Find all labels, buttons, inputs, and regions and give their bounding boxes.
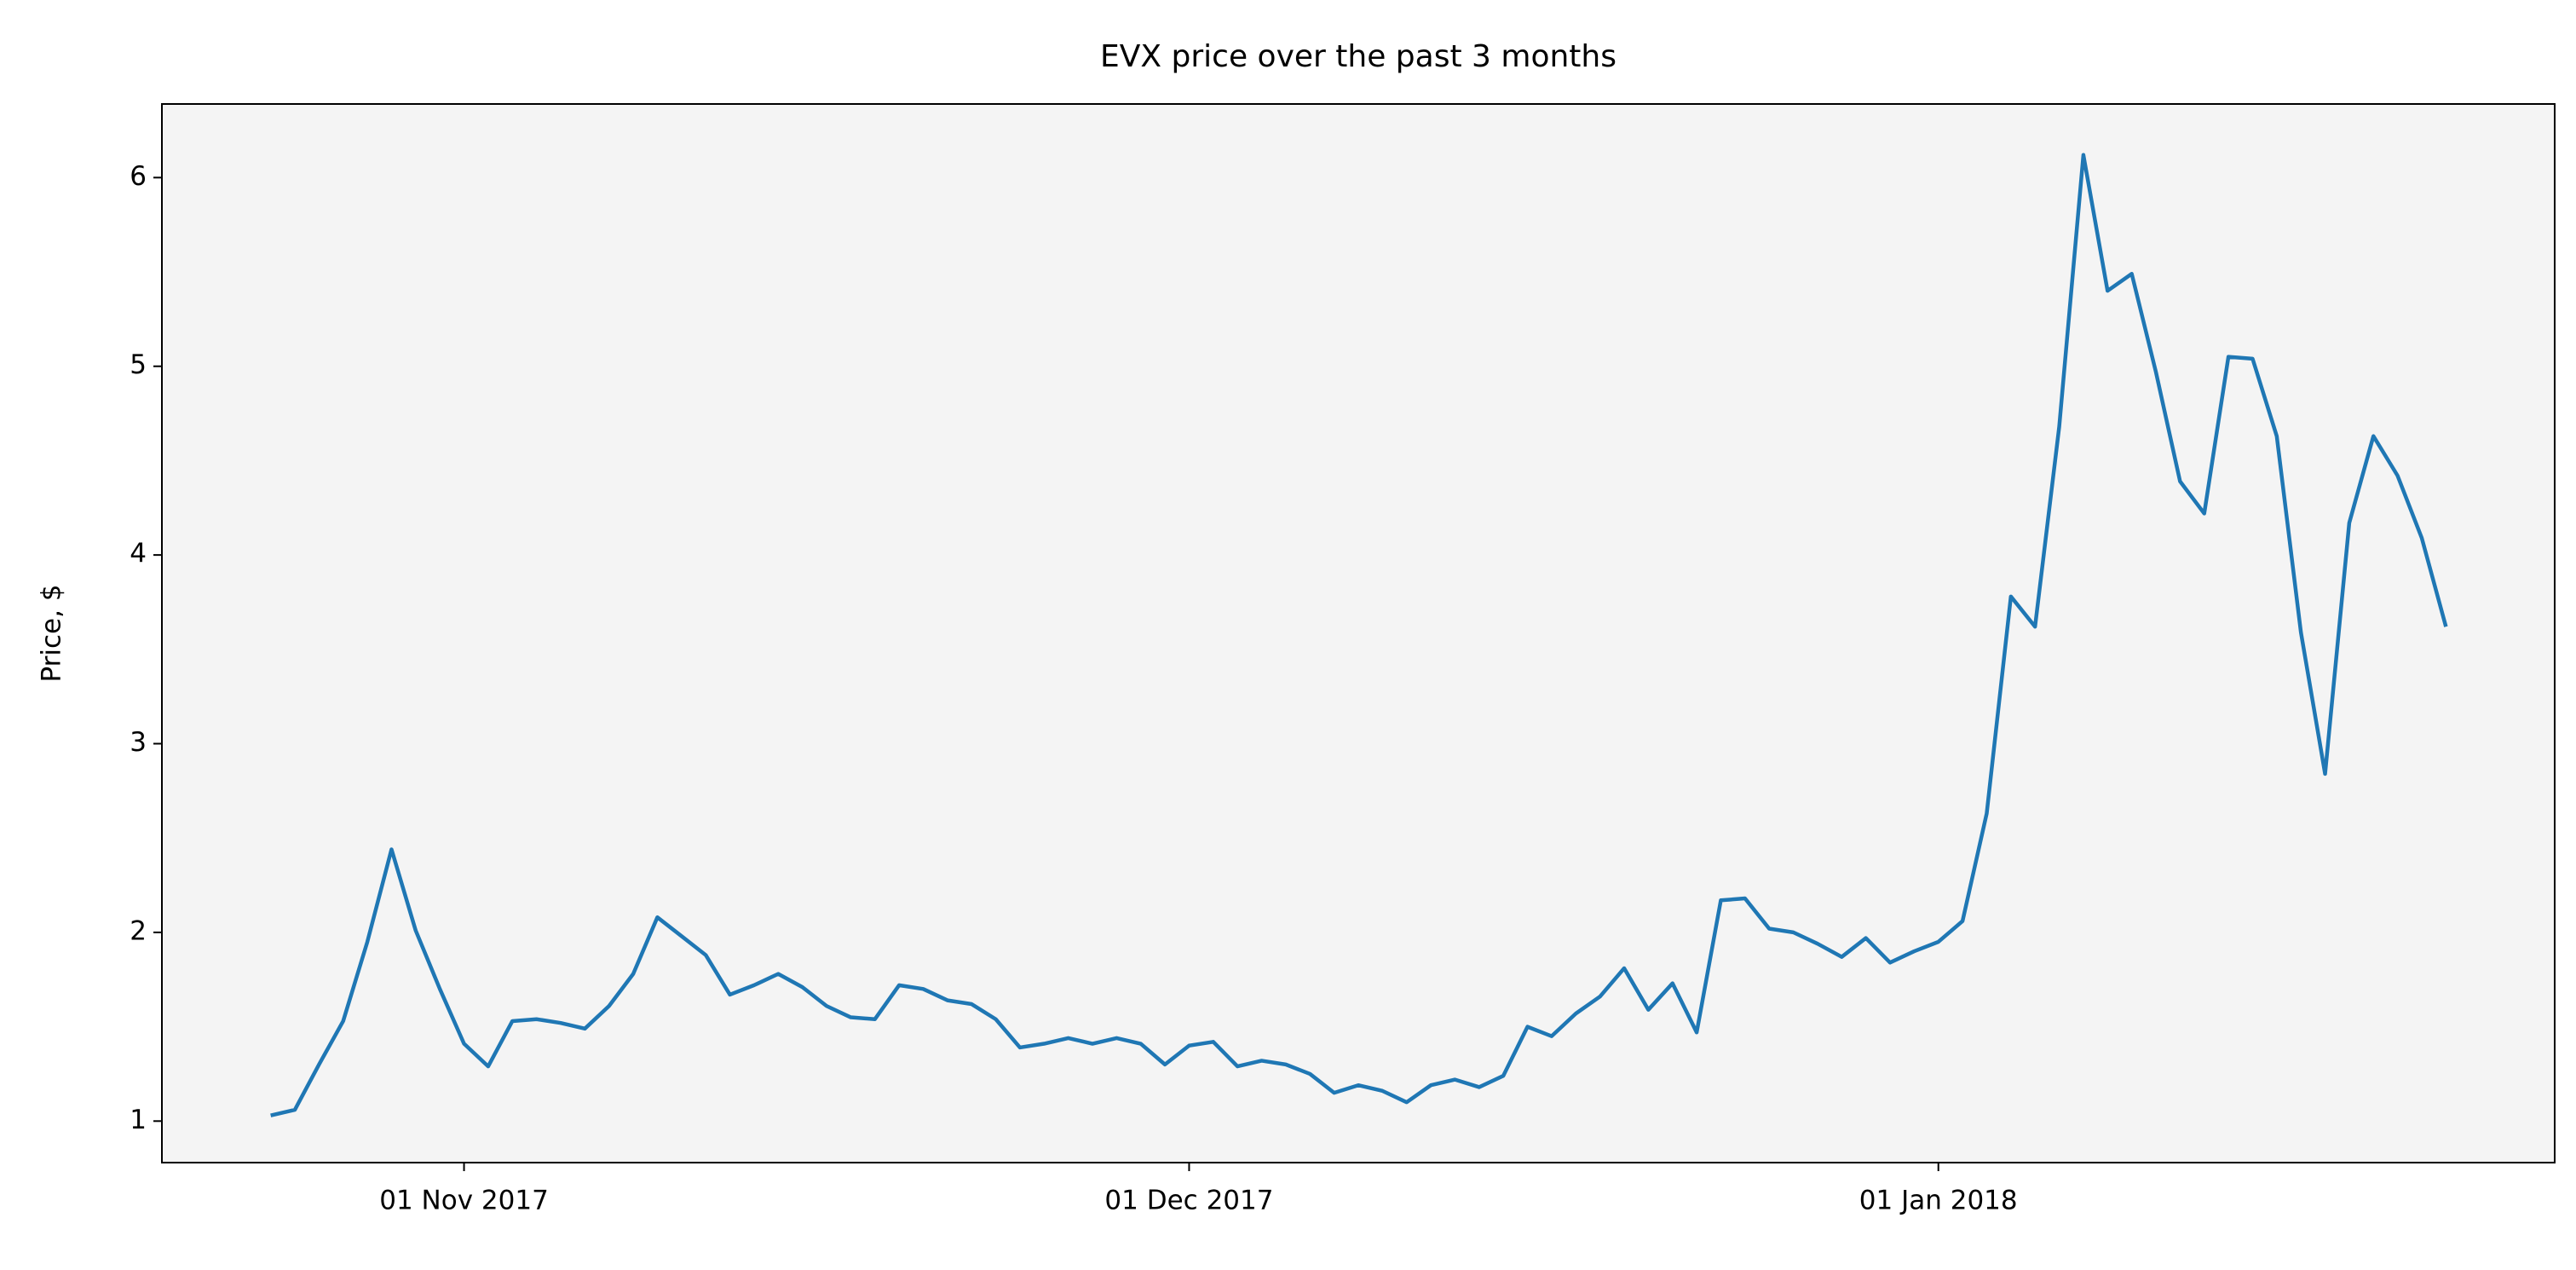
plot-area — [162, 104, 2555, 1163]
y-tick-label: 4 — [130, 539, 147, 569]
y-tick-label: 5 — [130, 349, 147, 380]
x-tick-label: 01 Nov 2017 — [379, 1186, 549, 1216]
x-tick-label: 01 Dec 2017 — [1104, 1186, 1273, 1216]
chart-title: EVX price over the past 3 months — [1100, 39, 1616, 74]
price-line — [270, 153, 2448, 1117]
y-axis-label: Price, $ — [37, 584, 67, 682]
y-tick-label: 3 — [130, 727, 147, 758]
y-tick-label: 6 — [130, 161, 147, 192]
x-tick-label: 01 Jan 2018 — [1859, 1186, 2018, 1216]
y-tick-label: 2 — [130, 915, 147, 946]
axes-frame — [161, 103, 2556, 1163]
y-tick-label: 1 — [130, 1105, 147, 1135]
